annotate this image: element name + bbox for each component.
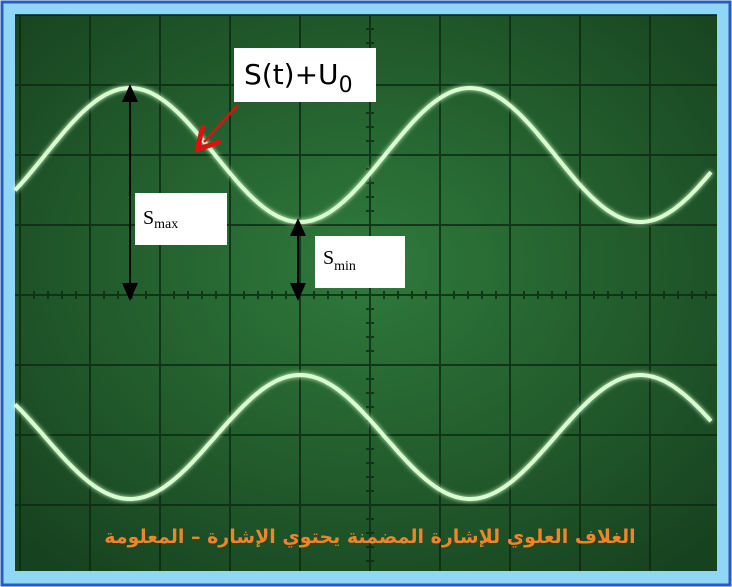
signal-label-sub: 0 [339, 73, 353, 98]
smin-label-box [315, 236, 405, 288]
signal-label-box [234, 48, 376, 102]
smax-label-sub: max [154, 217, 178, 232]
smax-label-box [135, 193, 227, 245]
smin-label-base: S [323, 247, 334, 269]
smin-label-sub: min [334, 259, 356, 274]
smax-label: Smax [143, 207, 178, 232]
pointer-arrow [204, 104, 239, 142]
caption: الغلاف العلوي للإشارة المضمنة يحتوي الإش… [104, 526, 635, 549]
lower-envelope [13, 372, 713, 501]
signal-label-base: S(t)+U [244, 58, 339, 91]
smax-label-base: S [143, 207, 154, 229]
grid [15, 14, 717, 571]
smin-label: Smin [323, 247, 356, 274]
signal-label: S(t)+U0 [244, 58, 353, 98]
